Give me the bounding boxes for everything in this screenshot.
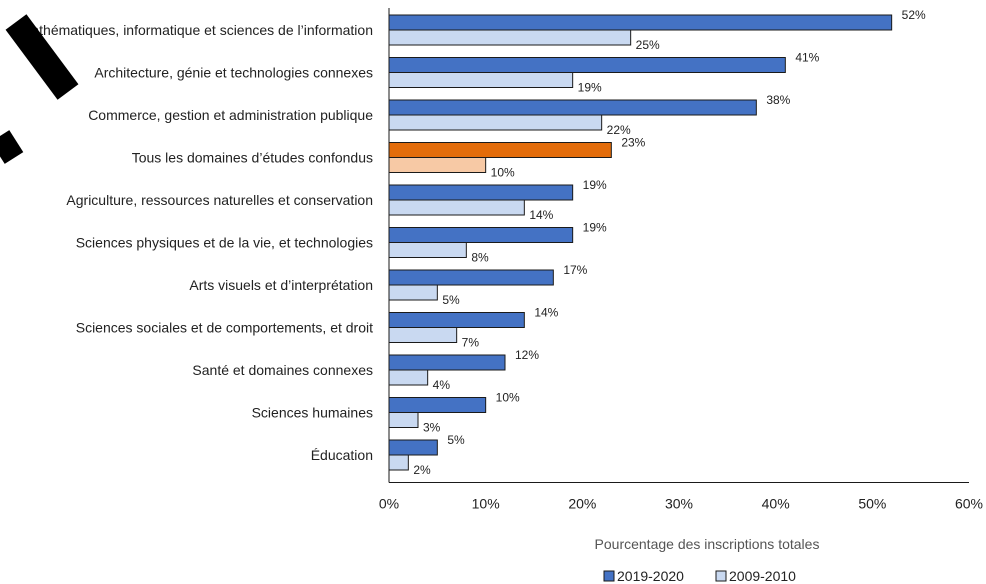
x-tick-label-4: 40%: [762, 496, 790, 512]
category-label-4: Agriculture, ressources naturelles et co…: [66, 192, 373, 208]
x-tick-label-1: 10%: [472, 496, 500, 512]
value-label-2009-2010-category-8: 4%: [433, 378, 451, 392]
bar-2019-2020-category-2: [388, 99, 757, 116]
value-label-2019-2020-category-2: 38%: [766, 93, 790, 107]
value-label-2009-2010-category-0: 25%: [636, 38, 660, 52]
x-tick-label-3: 30%: [665, 496, 693, 512]
bar-2019-2020-category-0: [388, 14, 893, 31]
bar-2019-2020-category-7: [388, 312, 525, 328]
bar-2019-2020-category-6: [388, 269, 554, 286]
bar-2009-2010-category-4: [388, 199, 525, 216]
x-axis-title: Pourcentage des inscriptions totales: [595, 536, 820, 552]
black-stroke-mark: [5, 14, 79, 100]
value-label-2009-2010-category-9: 3%: [423, 421, 441, 435]
category-label-5: Sciences physiques et de la vie, et tech…: [76, 235, 373, 251]
bar-2019-2020-category-3: [388, 142, 612, 158]
category-label-3: Tous les domaines d’études confondus: [132, 150, 373, 166]
bar-2009-2010-category-5: [388, 242, 467, 258]
legend: 2019-2020 2009-2010: [603, 568, 796, 584]
x-axis: 0% 10% 20% 30% 40% 50% 60%: [379, 8, 983, 512]
category-label-6: Arts visuels et d’interprétation: [189, 277, 373, 293]
value-label-2009-2010-category-5: 8%: [471, 251, 489, 265]
value-label-2009-2010-category-3: 10%: [491, 166, 515, 180]
value-label-2019-2020-category-0: 52%: [902, 8, 926, 22]
bar-2009-2010-category-7: [388, 327, 458, 343]
legend-label-2009-2010: 2009-2010: [729, 568, 796, 584]
bar-2009-2010-category-8: [388, 369, 429, 386]
bar-2009-2010-category-9: [388, 412, 419, 428]
labels-layer: 52% 25% Mathématiques, informatique et sci…: [0, 8, 926, 477]
x-tick-label-5: 50%: [858, 496, 886, 512]
legend-swatch-2019-2020: [603, 570, 615, 582]
category-label-7: Sciences sociales et de comportements, e…: [76, 320, 373, 336]
bar-2009-2010-category-3: [388, 157, 487, 173]
bar-2009-2010-category-1: [388, 72, 574, 88]
x-tick-label-6: 60%: [955, 496, 983, 512]
x-tick-label-0: 0%: [379, 496, 399, 512]
bar-2019-2020-category-9: [388, 397, 487, 413]
bar-2019-2020-category-8: [388, 354, 506, 371]
legend-label-2019-2020: 2019-2020: [617, 568, 684, 584]
value-label-2019-2020-category-1: 41%: [795, 51, 819, 65]
black-stroke-mark-lower: [0, 130, 24, 164]
value-label-2009-2010-category-7: 7%: [462, 336, 480, 350]
bar-2009-2010-category-2: [388, 114, 603, 131]
x-tick-label-2: 20%: [568, 496, 596, 512]
value-label-2019-2020-category-6: 17%: [563, 263, 587, 277]
value-label-2019-2020-category-10: 5%: [447, 433, 465, 447]
value-label-2019-2020-category-5: 19%: [583, 221, 607, 235]
value-label-2019-2020-category-3: 23%: [621, 136, 645, 150]
value-label-2019-2020-category-8: 12%: [515, 348, 539, 362]
value-label-2009-2010-category-2: 22%: [607, 123, 631, 137]
bar-2009-2010-category-10: [388, 454, 409, 471]
bars-layer: [388, 14, 893, 471]
value-label-2009-2010-category-10: 2%: [413, 463, 431, 477]
value-label-2019-2020-category-7: 14%: [534, 306, 558, 320]
value-label-2019-2020-category-9: 10%: [496, 391, 520, 405]
bar-2019-2020-category-4: [388, 184, 574, 201]
legend-swatch-2009-2010: [715, 570, 727, 582]
bar-2019-2020-category-5: [388, 227, 574, 243]
value-label-2009-2010-category-4: 14%: [529, 208, 553, 222]
category-label-10: Éducation: [311, 447, 373, 463]
category-label-0: Mathématiques, informatique et sciences …: [20, 22, 373, 38]
bar-2019-2020-category-1: [388, 57, 786, 73]
category-label-8: Santé et domaines connexes: [192, 362, 373, 378]
bar-2019-2020-category-10: [388, 439, 438, 456]
value-label-2009-2010-category-1: 19%: [578, 81, 602, 95]
value-label-2009-2010-category-6: 5%: [442, 293, 460, 307]
bar-2009-2010-category-6: [388, 284, 438, 301]
category-label-2: Commerce, gestion et administration publ…: [88, 107, 373, 123]
value-label-2019-2020-category-4: 19%: [583, 178, 607, 192]
category-label-9: Sciences humaines: [252, 405, 373, 421]
bar-2009-2010-category-0: [388, 29, 632, 46]
category-label-1: Architecture, génie et technologies conn…: [94, 65, 373, 81]
